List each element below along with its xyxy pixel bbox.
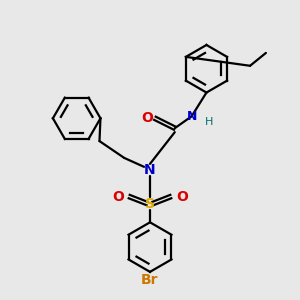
Text: O: O bbox=[141, 111, 153, 125]
Text: S: S bbox=[145, 196, 155, 211]
Text: N: N bbox=[186, 110, 197, 123]
Text: H: H bbox=[205, 117, 214, 127]
Text: Br: Br bbox=[141, 273, 159, 287]
Text: N: N bbox=[144, 163, 156, 177]
Text: O: O bbox=[112, 190, 124, 204]
Text: O: O bbox=[176, 190, 188, 204]
